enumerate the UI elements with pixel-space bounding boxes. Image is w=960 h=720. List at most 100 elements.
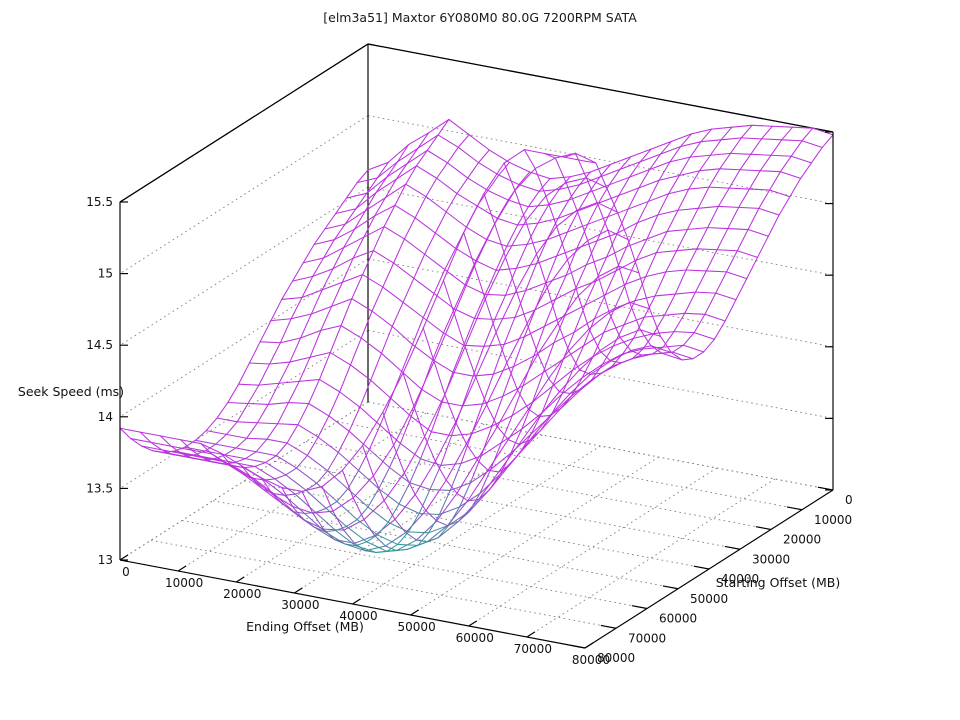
mesh-iso-line-x: [694, 291, 717, 294]
mesh-iso-line-y: [778, 196, 791, 216]
mesh-iso-line-y: [735, 278, 748, 301]
mesh-iso-line-y: [265, 455, 277, 464]
mesh-iso-line-x: [573, 318, 595, 333]
mesh-iso-line-y: [599, 163, 612, 178]
mesh-iso-line-y: [224, 447, 237, 456]
mesh-iso-line-x: [457, 146, 480, 164]
mesh-iso-line-x: [287, 402, 310, 405]
mesh-iso-line-x: [289, 356, 311, 363]
mesh-iso-line-x: [436, 177, 458, 195]
mesh-iso-line-y: [407, 512, 420, 533]
axis-ticks-group: [119, 131, 834, 649]
mesh-iso-line-x: [545, 274, 567, 284]
mesh-iso-line-x: [556, 209, 578, 227]
mesh-iso-line-y: [502, 366, 515, 397]
mesh-iso-line-x: [674, 291, 697, 295]
mesh-iso-line-x: [460, 455, 482, 465]
x-tick-label: 60000: [456, 631, 494, 645]
mesh-iso-line-x: [415, 165, 438, 179]
z-axis-title: Seek Speed (ms): [18, 384, 124, 399]
mesh-iso-line-x: [518, 416, 540, 445]
mesh-iso-line-y: [366, 177, 378, 194]
mesh-iso-line-y: [436, 162, 449, 179]
mesh-iso-line-x: [771, 125, 794, 128]
mesh-iso-line-x: [585, 256, 608, 266]
mesh-iso-line-y: [383, 499, 396, 520]
mesh-iso-line-y: [235, 437, 248, 449]
mesh-iso-line-x: [414, 460, 436, 496]
mesh-iso-line-x: [731, 124, 753, 128]
mesh-iso-line-y: [655, 230, 668, 254]
mesh-iso-line-x: [296, 467, 318, 484]
mesh-iso-line-y: [296, 454, 308, 469]
mesh-iso-line-y: [678, 156, 691, 177]
mesh-iso-line-y: [405, 165, 418, 185]
mesh-iso-line-x: [606, 246, 628, 258]
mesh-iso-line-x: [565, 264, 587, 276]
mesh-iso-line-y: [572, 345, 585, 371]
mesh-iso-line-x: [364, 545, 387, 552]
mesh-iso-line-y: [328, 391, 341, 417]
mesh-iso-line-y: [639, 148, 652, 163]
mesh-iso-line-y: [318, 352, 331, 380]
mesh-iso-line-x: [542, 358, 564, 373]
mesh-iso-line-x: [224, 454, 246, 460]
mesh-iso-line-y: [565, 247, 578, 276]
mesh-iso-line-y: [336, 488, 349, 502]
z-tick-label: 14: [98, 410, 113, 424]
mesh-iso-line-y: [364, 550, 377, 553]
mesh-iso-line-x: [327, 470, 349, 490]
mesh-iso-line-x: [254, 465, 276, 480]
mesh-iso-line-y: [725, 250, 738, 273]
mesh-iso-line-x: [518, 184, 540, 192]
mesh-iso-line-y: [286, 424, 299, 444]
mesh-iso-line-x: [790, 155, 812, 164]
mesh-iso-line-y: [289, 337, 302, 363]
mesh-iso-line-y: [557, 322, 570, 352]
mesh-iso-line-y: [331, 281, 343, 307]
mesh-iso-line-y: [406, 544, 419, 550]
mesh-iso-line-y: [628, 161, 641, 178]
mesh-iso-line-y: [577, 295, 590, 330]
y-tick-mark: [662, 585, 679, 590]
mesh-iso-line-y: [463, 317, 476, 346]
mesh-iso-line-y: [494, 294, 507, 320]
mesh-iso-line-y: [317, 415, 330, 438]
mesh-iso-line-y: [619, 156, 632, 170]
x-tick-mark: [526, 631, 536, 638]
mesh-iso-line-y: [236, 402, 249, 423]
mesh-iso-line-x: [281, 486, 303, 492]
mesh-iso-line-x: [587, 229, 609, 242]
x-tick-mark: [119, 554, 129, 561]
mesh-iso-line-x: [558, 184, 581, 190]
mesh-iso-line-y: [800, 162, 812, 179]
mesh-iso-line-y: [650, 345, 663, 354]
mesh-iso-line-y: [717, 187, 730, 207]
mesh-iso-line-y: [724, 299, 737, 322]
mesh-iso-line-y: [375, 176, 388, 194]
mesh-iso-line-y: [554, 157, 567, 184]
mesh-iso-line-x: [566, 240, 589, 261]
mesh-iso-line-x: [484, 256, 507, 300]
mesh-iso-line-x: [366, 541, 388, 552]
mesh-iso-line-x: [704, 313, 726, 322]
mesh-iso-line-x: [227, 401, 249, 405]
mesh-iso-line-y: [451, 405, 463, 437]
box-rail-right: [367, 43, 834, 133]
mesh-iso-line-x: [236, 421, 259, 424]
mesh-iso-line-y: [511, 385, 524, 417]
mesh-iso-line-x: [588, 312, 610, 330]
mesh-iso-line-x: [572, 355, 594, 371]
mesh-iso-line-y: [216, 401, 229, 419]
mesh-iso-line-y: [425, 510, 438, 522]
mesh-iso-line-y: [779, 155, 792, 173]
mesh-iso-line-y: [452, 344, 465, 373]
mesh-iso-line-y: [561, 369, 574, 395]
mesh-iso-line-x: [632, 333, 655, 339]
mesh-iso-line-y: [704, 292, 717, 315]
mesh-iso-line-y: [362, 250, 374, 276]
mesh-iso-line-x: [352, 475, 374, 499]
x-tick-mark: [584, 642, 594, 649]
mesh-iso-line-y: [560, 395, 573, 410]
